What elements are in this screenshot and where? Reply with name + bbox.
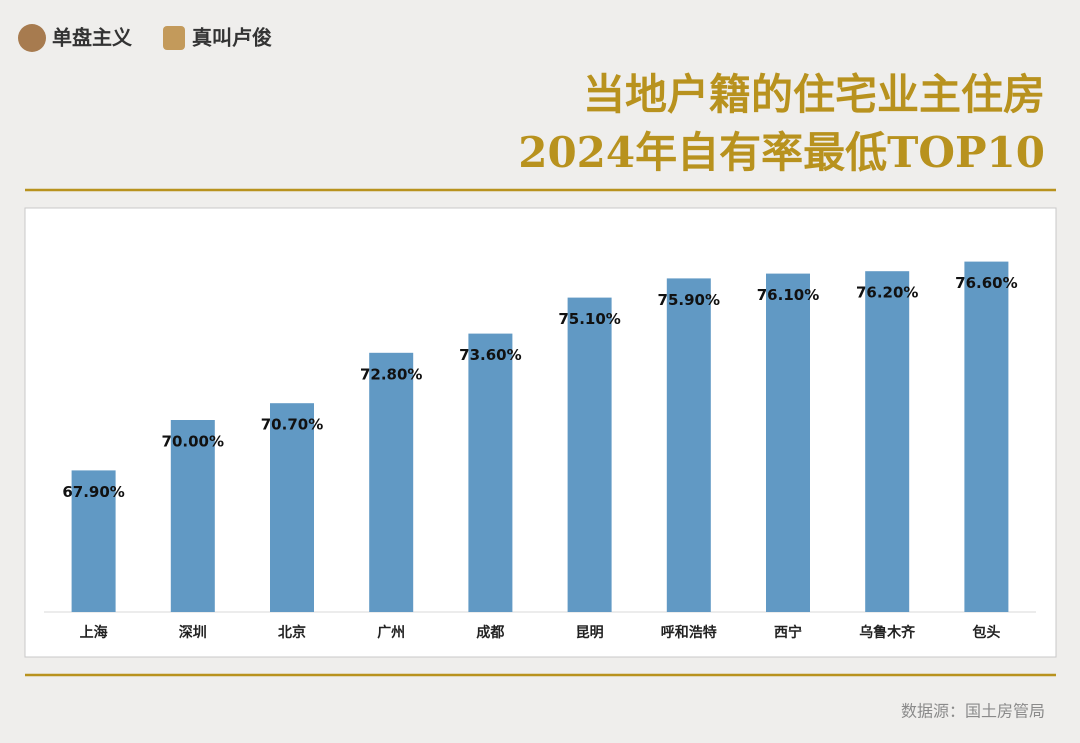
chart-title: 2024年自有率最低TOP10 — [518, 128, 1045, 177]
value-label: 76.20% — [856, 284, 918, 302]
value-label: 76.60% — [955, 274, 1017, 292]
source-note: 数据源：国土房管局 — [901, 702, 1045, 721]
x-tick-label: 广州 — [377, 624, 405, 641]
bar — [170, 420, 215, 612]
x-tick-label: 北京 — [278, 624, 306, 641]
bar — [71, 470, 116, 612]
bar — [766, 273, 810, 612]
x-tick-label: 昆明 — [576, 625, 604, 641]
bar — [865, 271, 910, 612]
x-tick-label: 成都 — [476, 624, 504, 641]
value-label: 73.60% — [459, 346, 521, 364]
value-label: 70.00% — [162, 433, 224, 451]
x-tick-label: 乌鲁木齐 — [859, 624, 916, 641]
x-tick-label: 上海 — [80, 624, 108, 641]
brand-icon — [163, 26, 185, 50]
value-label: 76.10% — [757, 286, 819, 304]
bar — [964, 261, 1009, 612]
x-tick-label: 包头 — [972, 624, 1000, 641]
bar — [270, 403, 314, 612]
chart-title: 当地户籍的住宅业主住房 — [583, 70, 1045, 119]
x-tick-label: 呼和浩特 — [661, 624, 717, 641]
bar — [468, 333, 513, 612]
brand-icon — [18, 24, 46, 52]
bar — [567, 297, 612, 612]
x-tick-label: 西宁 — [774, 624, 802, 641]
bar — [666, 278, 711, 612]
value-label: 70.70% — [261, 416, 323, 434]
x-tick-label: 深圳 — [179, 624, 207, 641]
value-label: 75.90% — [658, 291, 720, 309]
value-label: 75.10% — [558, 310, 620, 328]
brand-name: 真叫卢俊 — [192, 26, 272, 50]
bar — [369, 352, 414, 612]
value-label: 72.80% — [360, 365, 422, 383]
brand-name: 单盘主义 — [52, 26, 132, 50]
value-label: 67.90% — [62, 483, 124, 501]
